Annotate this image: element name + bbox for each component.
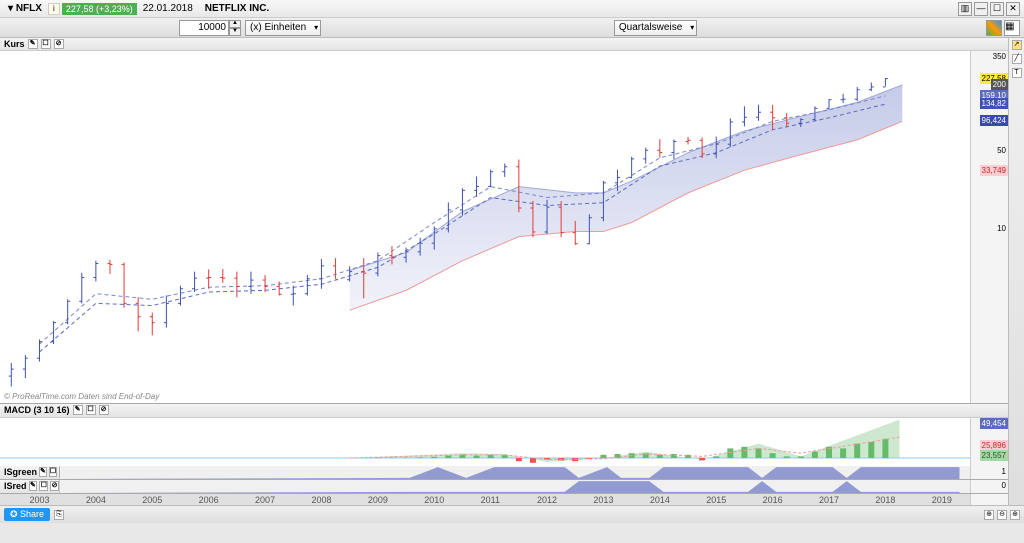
macd-header: MACD (3 10 16) ✎ ☐ ⊘ [0,404,1008,418]
price-chart[interactable]: © ProRealTime.com Daten sind End-of-Day [0,51,970,403]
wrench-icon[interactable]: ✎ [28,39,38,49]
template-icon[interactable]: ▦ [1004,20,1020,36]
price-badge: 227,58 (+3,23%) [62,3,137,15]
zoom-fit-icon[interactable]: ⊕ [984,510,994,520]
macd-y-axis: 40049,45425,89623,557 [970,418,1008,466]
minimize-icon[interactable]: — [974,2,988,16]
text-tool-icon[interactable]: T [1012,68,1022,78]
multiplier-stepper[interactable]: ▲▼ [179,20,241,36]
zoom-in-icon[interactable]: ⊕ [1010,510,1020,520]
close-icon[interactable]: ✕ [1006,2,1020,16]
link-icon[interactable]: ⎘ [54,510,64,520]
isgreen-header: ISgreen ✎☐⊘ [0,466,60,479]
price-panel-header: Kurs ✎ ☐ ⊘ [0,38,1008,51]
isgreen-axis: 1 [970,466,1008,479]
isred-axis: 0 [970,480,1008,493]
panel-settings-icon[interactable]: ☐ [86,405,96,415]
isgreen-chart [60,466,970,479]
multiplier-input[interactable] [179,20,229,36]
step-up-icon[interactable]: ▲ [229,20,241,28]
side-toolbar: ↗ ╱ T [1008,38,1024,505]
watermark: © ProRealTime.com Daten sind End-of-Day [4,392,159,401]
info-icon[interactable]: i [48,3,60,15]
detach-icon[interactable]: ▥ [958,2,972,16]
wrench-icon[interactable]: ✎ [73,405,83,415]
isred-header: ISred ✎☐⊘ [0,480,60,493]
maximize-icon[interactable]: ☐ [990,2,1004,16]
line-tool-icon[interactable]: ╱ [1012,54,1022,64]
status-bar: ✪ Share ⎘ ⊕ ⊖ ⊕ [0,505,1024,523]
macd-label: MACD (3 10 16) [4,405,70,415]
title-bar: ▾ NFLX i 227,58 (+3,23%) 22.01.2018 NETF… [0,0,1024,18]
panel-settings-icon[interactable]: ☐ [41,39,51,49]
share-button[interactable]: ✪ Share [4,508,50,521]
price-y-axis: 3505010227,58200159,10134,8296,42433,749 [970,51,1008,403]
units-dropdown[interactable]: (x) Einheiten [245,20,321,36]
panel-close-icon[interactable]: ⊘ [50,481,59,491]
step-down-icon[interactable]: ▼ [229,28,241,36]
panel-close-icon[interactable]: ⊘ [99,405,109,415]
cursor-tool-icon[interactable]: ↗ [1012,40,1022,50]
wrench-icon[interactable]: ✎ [29,481,38,491]
ticker-dropdown[interactable]: ▾ NFLX [4,3,46,14]
panel-close-icon[interactable]: ⊘ [54,39,64,49]
isred-chart [60,480,970,493]
header-date: 22.01.2018 [137,3,199,14]
time-axis[interactable]: 2003200420052006200720082009201020112012… [0,494,970,506]
panel-settings-icon[interactable]: ☐ [39,481,48,491]
isred-label: ISred [4,481,27,491]
wrench-icon[interactable]: ✎ [39,467,47,477]
price-label: Kurs [4,39,25,49]
timeframe-dropdown[interactable]: Quartalsweise [614,20,697,36]
zoom-out-icon[interactable]: ⊖ [997,510,1007,520]
chart-style-icon[interactable] [986,20,1002,36]
macd-chart[interactable] [0,418,970,466]
company-name: NETFLIX INC. [199,3,275,14]
controls-bar: ▲▼ (x) Einheiten Quartalsweise ▦ [0,18,1024,38]
panel-settings-icon[interactable]: ☐ [49,467,57,477]
isgreen-label: ISgreen [4,467,37,477]
